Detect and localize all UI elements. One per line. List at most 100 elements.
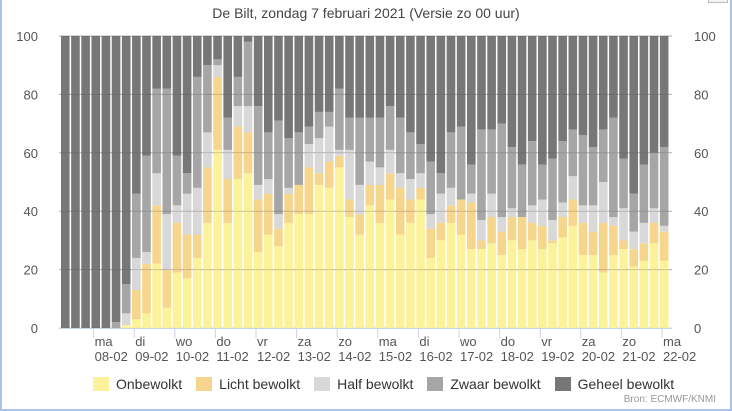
- bar-segment-licht-bewolkt[interactable]: [538, 225, 547, 250]
- bar-segment-geheel-bewolkt[interactable]: [335, 36, 344, 89]
- bar-segment-half-bewolkt[interactable]: [527, 205, 537, 223]
- bar-segment-licht-bewolkt[interactable]: [629, 249, 638, 267]
- bar-segment-geheel-bewolkt[interactable]: [446, 36, 456, 133]
- bar-segment-onbewolkt[interactable]: [578, 255, 588, 328]
- bar-segment-geheel-bewolkt[interactable]: [355, 36, 364, 118]
- bar-segment-licht-bewolkt[interactable]: [477, 240, 486, 250]
- bar-segment-licht-bewolkt[interactable]: [213, 76, 222, 150]
- bar-segment-onbewolkt[interactable]: [446, 222, 456, 328]
- bar-segment-zwaar-bewolkt[interactable]: [324, 111, 334, 127]
- bar-segment-onbewolkt[interactable]: [192, 257, 202, 328]
- bar-segment-zwaar-bewolkt[interactable]: [132, 193, 141, 258]
- bar-segment-half-bewolkt[interactable]: [264, 179, 273, 194]
- bar-segment-geheel-bewolkt[interactable]: [375, 36, 385, 118]
- bar-segment-half-bewolkt[interactable]: [213, 65, 222, 77]
- bar-segment-geheel-bewolkt[interactable]: [243, 36, 253, 42]
- bar-segment-onbewolkt[interactable]: [355, 234, 364, 328]
- bar-segment-licht-bewolkt[interactable]: [406, 199, 415, 223]
- bar-segment-licht-bewolkt[interactable]: [233, 126, 243, 180]
- bar-segment-geheel-bewolkt[interactable]: [223, 36, 232, 118]
- bar-segment-licht-bewolkt[interactable]: [578, 222, 588, 255]
- bar-segment-zwaar-bewolkt[interactable]: [558, 141, 567, 203]
- bar-segment-onbewolkt[interactable]: [142, 313, 151, 328]
- bar-segment-geheel-bewolkt[interactable]: [477, 36, 486, 130]
- bar-segment-geheel-bewolkt[interactable]: [324, 36, 334, 112]
- bar-segment-licht-bewolkt[interactable]: [162, 269, 172, 308]
- bar-segment-half-bewolkt[interactable]: [507, 208, 517, 218]
- bar-segment-licht-bewolkt[interactable]: [345, 199, 354, 218]
- bar-segment-zwaar-bewolkt[interactable]: [142, 155, 151, 253]
- bar-segment-onbewolkt[interactable]: [649, 243, 659, 328]
- bar-segment-geheel-bewolkt[interactable]: [649, 36, 659, 153]
- bar-segment-half-bewolkt[interactable]: [649, 208, 659, 223]
- bar-segment-half-bewolkt[interactable]: [274, 214, 283, 229]
- bar-segment-half-bewolkt[interactable]: [497, 217, 507, 232]
- bar-segment-geheel-bewolkt[interactable]: [558, 36, 567, 142]
- bar-segment-zwaar-bewolkt[interactable]: [426, 161, 435, 215]
- bar-segment-half-bewolkt[interactable]: [426, 214, 435, 229]
- bar-segment-zwaar-bewolkt[interactable]: [649, 152, 659, 209]
- bar-segment-half-bewolkt[interactable]: [659, 225, 669, 232]
- bar-segment-zwaar-bewolkt[interactable]: [121, 284, 131, 314]
- bar-segment-geheel-bewolkt[interactable]: [527, 36, 537, 142]
- bar-segment-half-bewolkt[interactable]: [385, 149, 395, 174]
- bar-segment-zwaar-bewolkt[interactable]: [274, 120, 283, 215]
- bar-segment-half-bewolkt[interactable]: [132, 257, 141, 291]
- bar-segment-onbewolkt[interactable]: [497, 255, 507, 328]
- bar-segment-geheel-bewolkt[interactable]: [182, 36, 192, 174]
- bar-segment-zwaar-bewolkt[interactable]: [385, 106, 395, 150]
- bar-segment-onbewolkt[interactable]: [385, 199, 395, 328]
- bar-segment-licht-bewolkt[interactable]: [639, 243, 649, 261]
- bar-segment-geheel-bewolkt[interactable]: [274, 36, 283, 121]
- bar-segment-licht-bewolkt[interactable]: [203, 167, 212, 223]
- bar-segment-licht-bewolkt[interactable]: [182, 234, 192, 279]
- bar-segment-half-bewolkt[interactable]: [619, 208, 628, 241]
- bar-segment-zwaar-bewolkt[interactable]: [527, 141, 537, 206]
- bar-segment-onbewolkt[interactable]: [538, 249, 547, 328]
- bar-segment-zwaar-bewolkt[interactable]: [406, 132, 415, 180]
- bar-segment-geheel-bewolkt[interactable]: [304, 36, 314, 127]
- bar-segment-zwaar-bewolkt[interactable]: [223, 117, 232, 150]
- bar-segment-geheel-bewolkt[interactable]: [395, 36, 405, 118]
- bar-segment-zwaar-bewolkt[interactable]: [538, 164, 547, 200]
- bar-segment-geheel-bewolkt[interactable]: [81, 36, 90, 328]
- bar-segment-geheel-bewolkt[interactable]: [538, 36, 547, 165]
- bar-segment-half-bewolkt[interactable]: [192, 187, 202, 235]
- bar-segment-geheel-bewolkt[interactable]: [203, 36, 212, 66]
- bar-segment-onbewolkt[interactable]: [203, 222, 212, 328]
- bar-segment-half-bewolkt[interactable]: [314, 138, 324, 174]
- bar-segment-zwaar-bewolkt[interactable]: [609, 117, 618, 218]
- legend-item-geheel-bewolkt[interactable]: Geheel bewolkt: [554, 376, 674, 392]
- bar-segment-geheel-bewolkt[interactable]: [385, 36, 395, 107]
- bar-segment-licht-bewolkt[interactable]: [172, 222, 182, 273]
- bar-segment-geheel-bewolkt[interactable]: [71, 36, 80, 328]
- bar-segment-onbewolkt[interactable]: [456, 234, 466, 328]
- bar-segment-licht-bewolkt[interactable]: [588, 231, 598, 255]
- bar-segment-licht-bewolkt[interactable]: [253, 199, 263, 253]
- bar-segment-geheel-bewolkt[interactable]: [436, 36, 446, 174]
- bar-segment-licht-bewolkt[interactable]: [649, 222, 659, 244]
- menu-button[interactable]: [708, 0, 728, 3]
- bar-segment-half-bewolkt[interactable]: [284, 187, 293, 194]
- bar-segment-zwaar-bewolkt[interactable]: [467, 164, 476, 194]
- bar-segment-licht-bewolkt[interactable]: [619, 240, 628, 250]
- bar-segment-zwaar-bewolkt[interactable]: [598, 129, 608, 182]
- bar-segment-onbewolkt[interactable]: [324, 187, 334, 328]
- bar-segment-licht-bewolkt[interactable]: [548, 240, 557, 244]
- bar-segment-zwaar-bewolkt[interactable]: [629, 193, 638, 232]
- bar-segment-zwaar-bewolkt[interactable]: [172, 155, 182, 206]
- bar-segment-onbewolkt[interactable]: [548, 243, 557, 328]
- bar-segment-geheel-bewolkt[interactable]: [91, 36, 101, 328]
- bar-segment-onbewolkt[interactable]: [598, 272, 608, 328]
- bar-segment-licht-bewolkt[interactable]: [598, 222, 608, 273]
- bar-segment-onbewolkt[interactable]: [609, 255, 618, 328]
- bar-segment-half-bewolkt[interactable]: [467, 193, 476, 203]
- bar-segment-half-bewolkt[interactable]: [142, 252, 151, 264]
- bar-segment-geheel-bewolkt[interactable]: [598, 36, 608, 130]
- bar-segment-zwaar-bewolkt[interactable]: [568, 129, 578, 177]
- bar-segment-zwaar-bewolkt[interactable]: [355, 117, 364, 185]
- bar-segment-licht-bewolkt[interactable]: [395, 187, 405, 235]
- bar-segment-geheel-bewolkt[interactable]: [659, 36, 669, 147]
- bar-segment-licht-bewolkt[interactable]: [609, 225, 618, 255]
- bar-segment-onbewolkt[interactable]: [132, 319, 141, 328]
